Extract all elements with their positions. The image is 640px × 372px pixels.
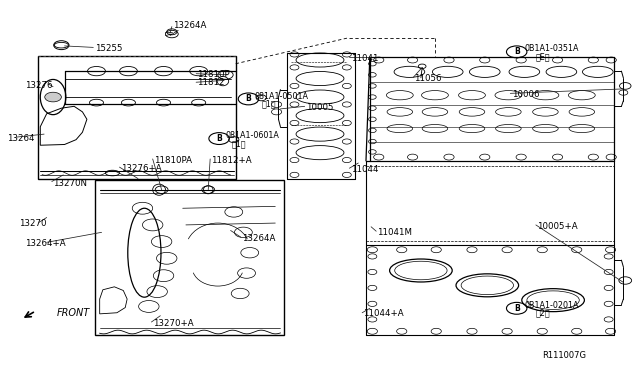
Text: 13270N: 13270N <box>53 179 87 187</box>
Text: 11044: 11044 <box>351 165 378 174</box>
Text: （1）: （1） <box>232 139 246 148</box>
Text: 13264A: 13264A <box>242 234 275 243</box>
Text: B: B <box>246 94 252 103</box>
Text: 15255: 15255 <box>95 44 123 53</box>
Text: 081A1-0501A: 081A1-0501A <box>255 92 309 101</box>
Text: B: B <box>514 47 520 56</box>
Text: 13264: 13264 <box>7 134 35 143</box>
Text: 10005: 10005 <box>306 103 333 112</box>
Text: 10006: 10006 <box>511 90 539 99</box>
Text: 0B1A1-0201A: 0B1A1-0201A <box>524 301 579 310</box>
Text: 13264+A: 13264+A <box>25 239 65 248</box>
Text: （2）: （2） <box>536 308 550 317</box>
Text: 13270: 13270 <box>19 219 46 228</box>
Text: B: B <box>514 304 520 313</box>
Text: 11041: 11041 <box>351 54 378 62</box>
Text: 〈E〉: 〈E〉 <box>536 52 550 61</box>
Text: 13270+A: 13270+A <box>153 319 193 328</box>
Text: 11044+A: 11044+A <box>364 310 404 318</box>
Text: 081A1-0601A: 081A1-0601A <box>225 131 280 141</box>
Text: 11812: 11812 <box>197 78 225 87</box>
Text: 10005+A: 10005+A <box>537 221 578 231</box>
Text: FRONT: FRONT <box>57 308 90 318</box>
Text: 0B1A1-0351A: 0B1A1-0351A <box>524 44 579 53</box>
Bar <box>95 180 284 335</box>
Text: 13264A: 13264A <box>173 21 207 30</box>
Text: 13276: 13276 <box>25 81 52 90</box>
Text: 11056: 11056 <box>415 74 442 83</box>
Text: （1）: （1） <box>261 99 276 108</box>
Bar <box>38 56 236 179</box>
Text: 11810P: 11810P <box>197 70 230 79</box>
Text: 13276+A: 13276+A <box>121 164 161 173</box>
Text: 11812+A: 11812+A <box>211 155 252 164</box>
Text: 11810PA: 11810PA <box>154 155 192 164</box>
Text: B: B <box>216 134 222 143</box>
Text: 11041M: 11041M <box>378 228 412 237</box>
Text: R111007G: R111007G <box>542 351 586 360</box>
Circle shape <box>45 92 61 102</box>
